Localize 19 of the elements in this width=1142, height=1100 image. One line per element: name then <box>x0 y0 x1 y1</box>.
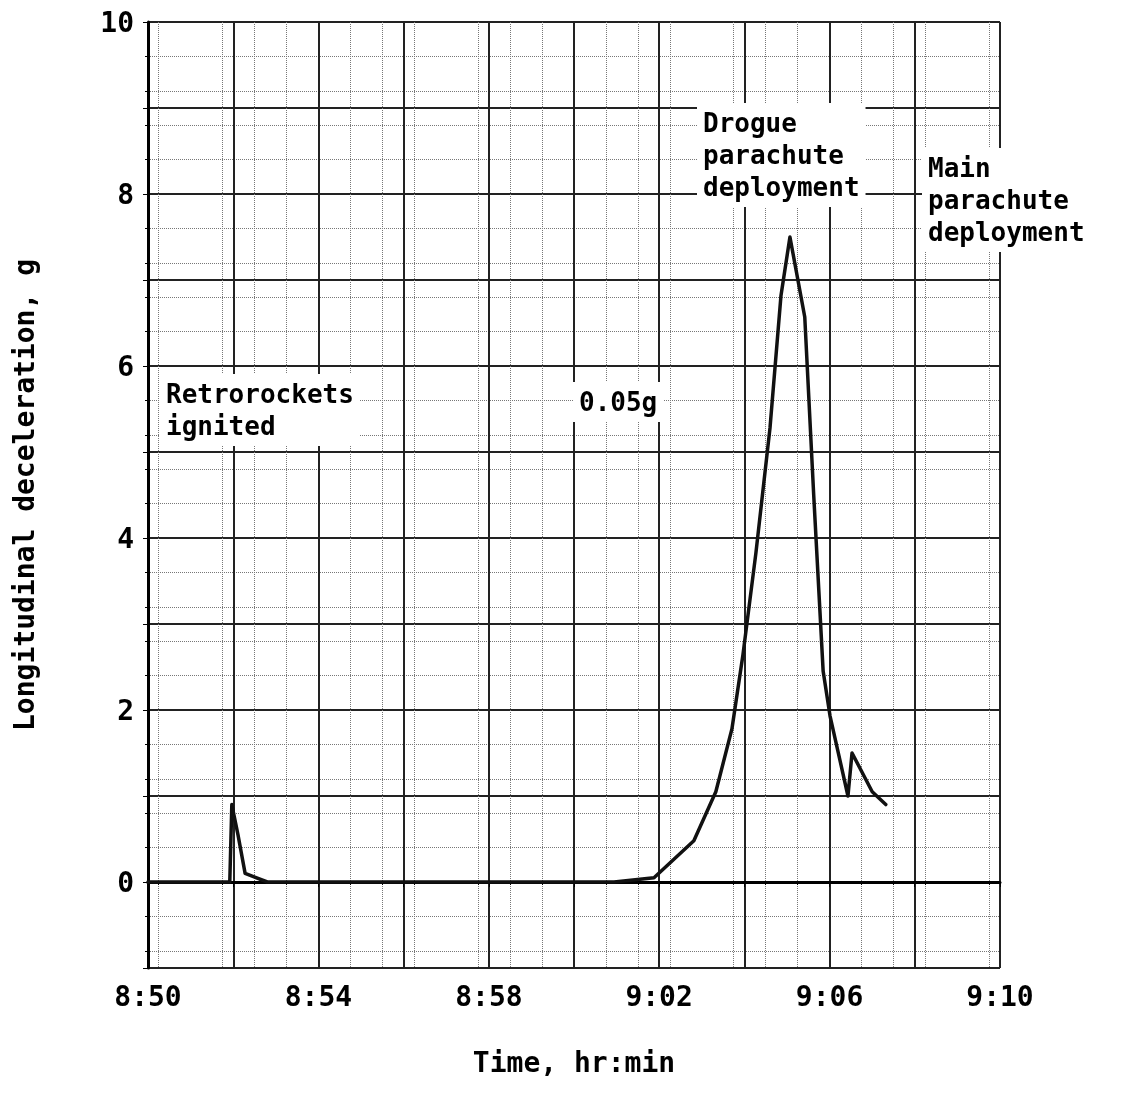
x-tick-label: 9:10 <box>966 979 1034 1013</box>
y-axis-title: Longitudinal deceleration, g <box>7 258 41 732</box>
y-tick-label: 2 <box>117 693 134 727</box>
y-tick-label: 10 <box>100 5 134 39</box>
y-tick-label: 4 <box>117 521 134 555</box>
x-tick-label: 8:54 <box>284 979 353 1013</box>
x-tick-label: 9:02 <box>625 979 693 1013</box>
annotation: Drogue parachute deployment <box>703 108 860 202</box>
y-tick-label: 6 <box>117 349 134 383</box>
y-tick-label: 0 <box>117 865 134 899</box>
x-tick-label: 9:06 <box>795 979 864 1013</box>
annotation: Main parachute deployment <box>928 153 1085 247</box>
y-tick-label: 8 <box>117 177 134 211</box>
x-tick-label: 8:50 <box>114 979 182 1013</box>
annotation: Retrorockets ignited <box>166 379 354 441</box>
line-series <box>146 235 888 884</box>
annotation: 0.05g <box>579 387 658 417</box>
x-tick-label: 8:58 <box>455 979 523 1013</box>
x-axis-title: Time, hr:min <box>472 1045 676 1079</box>
